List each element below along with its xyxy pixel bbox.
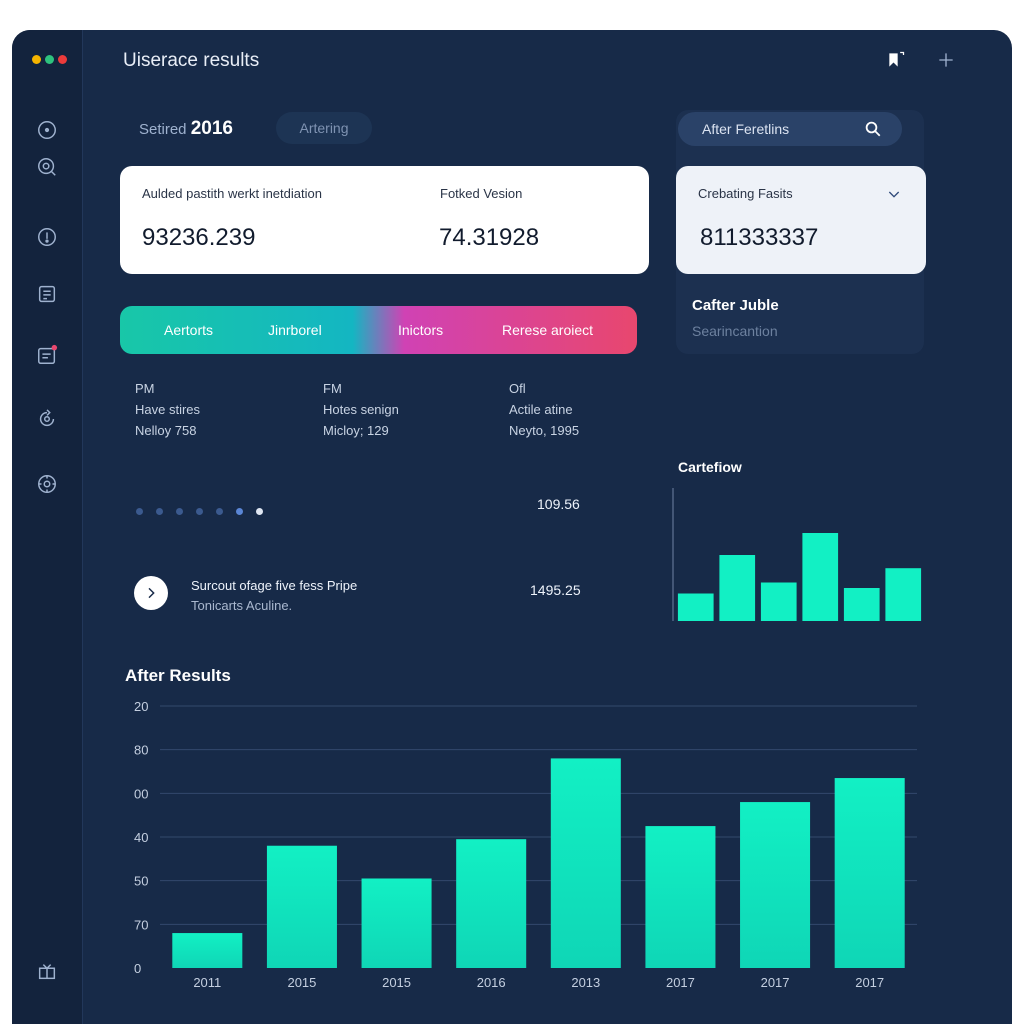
chevron-down-icon[interactable] [886, 186, 902, 202]
pagination-dot[interactable] [176, 508, 183, 515]
list-item-subtitle: Tonicarts Aculine. [191, 598, 293, 613]
dropdown-label: Crebating Fasits [698, 186, 793, 201]
segmented-control: Aertorts Jinrborel Inictors Rerese aroie… [120, 306, 637, 354]
pagination-dot[interactable] [236, 508, 243, 515]
sidebar [12, 30, 83, 1024]
stat-value: 74.31928 [439, 224, 540, 251]
mini-bar [677, 593, 714, 621]
window-controls [32, 55, 67, 64]
filter-pill[interactable]: Artering [276, 112, 372, 144]
mini-bar [719, 555, 756, 621]
search-input[interactable] [700, 120, 854, 138]
stats-card: Aulded pastith werkt inetdiation 93236.2… [120, 166, 649, 274]
maximize-button[interactable] [45, 55, 54, 64]
y-tick-label: 50 [134, 874, 148, 889]
segment-tab[interactable]: Inictors [398, 322, 444, 338]
mini-chart-title: Cartefiow [678, 459, 742, 475]
x-tick-label: 2011 [193, 975, 221, 990]
dropdown-card[interactable]: Crebating Fasits 811333337 [676, 166, 926, 274]
info-line: FM [323, 381, 342, 396]
bar [266, 845, 337, 968]
calendar-icon[interactable] [36, 344, 58, 366]
next-button[interactable] [134, 576, 168, 610]
info-column: FM Hotes senign Micloy; 129 [323, 378, 399, 441]
mini-bar-chart [672, 488, 922, 621]
year-selector-value: 2016 [190, 118, 233, 139]
year-selector-label: Setired [139, 121, 187, 138]
info-line: Have stires [135, 402, 201, 417]
close-button[interactable] [58, 55, 67, 64]
bar [172, 933, 243, 968]
info-line: Neyto, 1995 [509, 423, 580, 438]
pagination-dots [136, 508, 263, 515]
x-tick-label: 2015 [382, 975, 411, 990]
segment-tab[interactable]: Rerese aroiect [502, 322, 594, 338]
x-tick-label: 2015 [287, 975, 316, 990]
results-bar-chart: 20 80 00 40 50 70 0 2011 2015 2015 2016 2013 2017 201… [134, 699, 917, 990]
bar [456, 839, 527, 968]
y-tick-label: 00 [134, 786, 148, 801]
mini-bar [802, 533, 839, 621]
mini-bar [760, 582, 797, 621]
stat-label: Fotked Vesion [440, 186, 523, 201]
mini-bar [843, 588, 880, 621]
bar [361, 878, 432, 968]
x-tick-label: 2017 [855, 975, 884, 990]
y-tick-label: 40 [134, 830, 148, 845]
circle-icon[interactable] [36, 119, 58, 141]
search-icon[interactable] [864, 120, 882, 138]
chart-title: After Results [125, 666, 231, 685]
stat-label: Aulded pastith werkt inetdiation [142, 186, 322, 201]
value-label: 109.56 [537, 496, 580, 512]
y-tick-label: 0 [134, 961, 141, 976]
minimize-button[interactable] [32, 55, 41, 64]
bar [550, 758, 621, 968]
info-column: PM Have stires Nelloy 758 [135, 378, 200, 441]
chevron-right-icon [148, 587, 155, 599]
value-label: 1495.25 [530, 582, 581, 598]
year-selector[interactable]: Setired 2016 [139, 118, 233, 140]
settings-icon[interactable] [36, 473, 58, 495]
clipboard-icon[interactable] [36, 283, 58, 305]
y-tick-label: 20 [134, 699, 148, 714]
plus-icon[interactable] [936, 50, 956, 70]
pagination-dot[interactable] [196, 508, 203, 515]
segment-tab[interactable]: Aertorts [164, 322, 214, 338]
gift-icon[interactable] [36, 960, 58, 982]
info-line: Hotes senign [323, 402, 399, 417]
info-line: Actile atine [509, 402, 573, 417]
search-box[interactable] [678, 112, 902, 146]
info-icon[interactable] [36, 226, 58, 248]
bookmark-icon[interactable] [886, 50, 906, 70]
info-line: Nelloy 758 [135, 423, 197, 438]
x-tick-label: 2017 [666, 975, 695, 990]
bar [645, 826, 716, 968]
x-tick-label: 2017 [761, 975, 790, 990]
info-line: Ofl [509, 381, 526, 396]
y-tick-label: 80 [134, 743, 148, 758]
x-tick-label: 2016 [477, 975, 506, 990]
refresh-icon[interactable] [36, 408, 58, 430]
segment-tab[interactable]: Jinrborel [268, 322, 322, 338]
side-panel-subtitle: Searincantion [692, 323, 778, 339]
mini-bar [885, 568, 922, 621]
app-window: Uiserace results Setired 2016 Artering A… [12, 30, 1012, 1024]
pagination-dot[interactable] [256, 508, 263, 515]
side-panel-title: Cafter Juble [692, 297, 779, 314]
bar [834, 778, 905, 968]
page-title: Uiserace results [123, 50, 260, 71]
info-line: PM [135, 381, 155, 396]
stat-value: 93236.239 [142, 224, 256, 251]
pagination-dot[interactable] [156, 508, 163, 515]
dropdown-value: 811333337 [700, 224, 819, 251]
pagination-dot[interactable] [136, 508, 143, 515]
info-line: Micloy; 129 [323, 423, 389, 438]
bar [740, 802, 811, 968]
info-column: Ofl Actile atine Neyto, 1995 [509, 378, 579, 441]
search-icon[interactable] [36, 156, 58, 178]
y-tick-label: 70 [134, 917, 148, 932]
pagination-dot[interactable] [216, 508, 223, 515]
x-tick-label: 2013 [571, 975, 600, 990]
list-item-title: Surcout ofage five fess Pripe [191, 578, 358, 593]
